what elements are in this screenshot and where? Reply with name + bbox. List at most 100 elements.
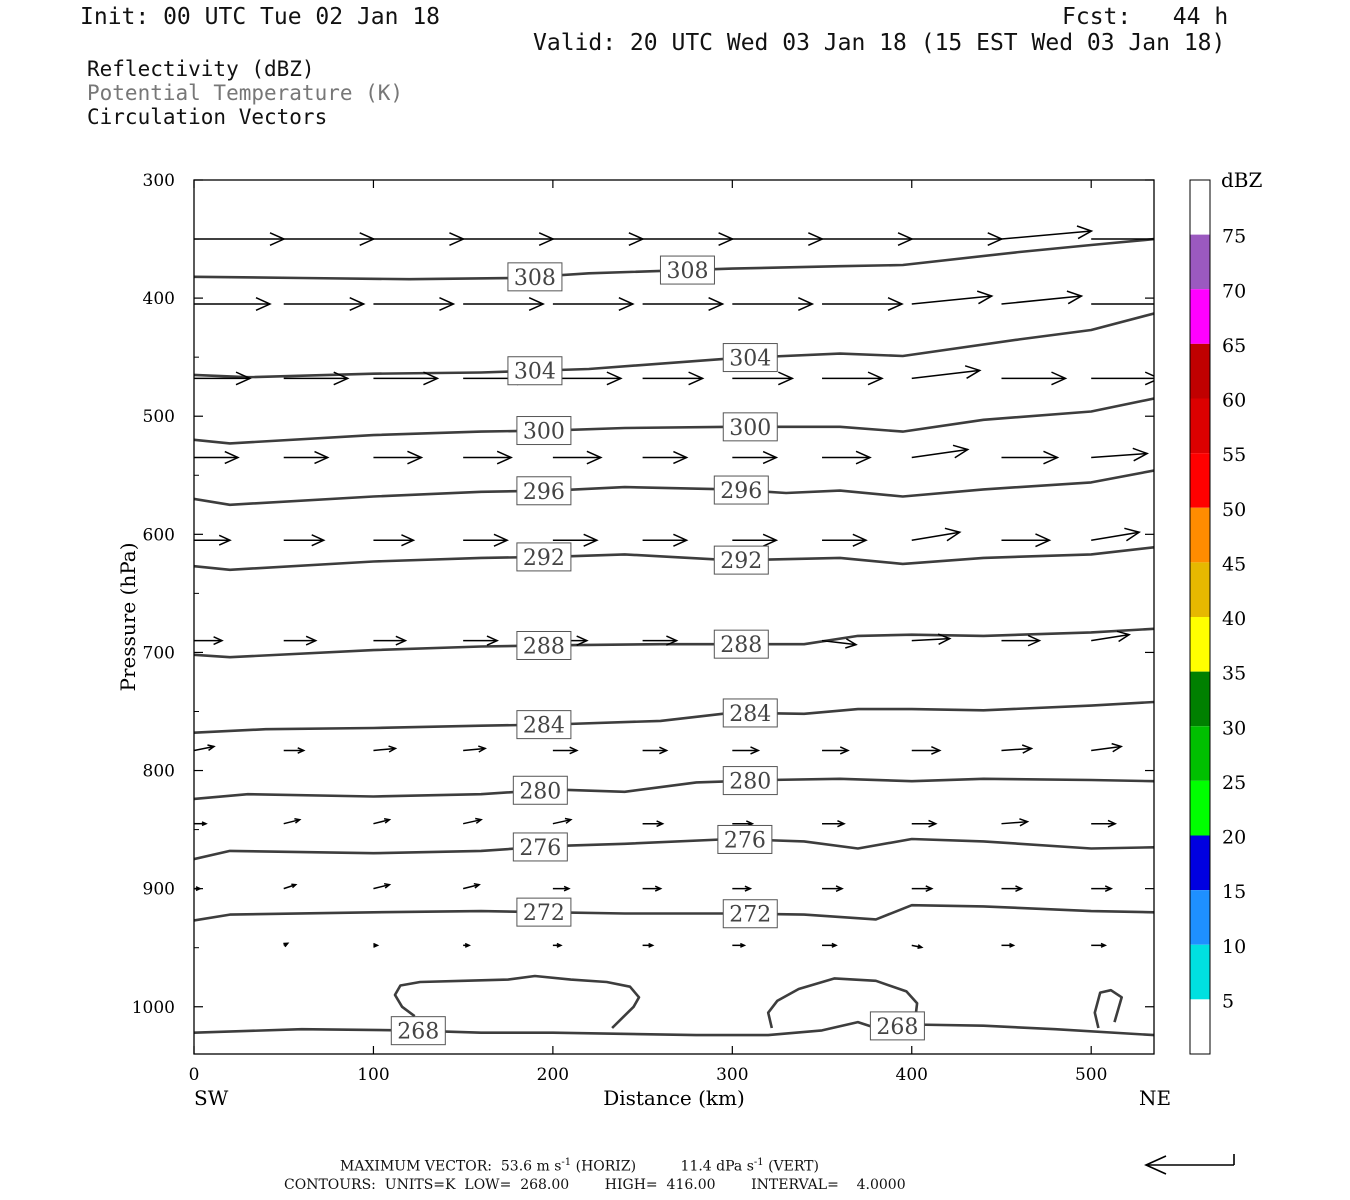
circulation-vector <box>1001 818 1030 827</box>
contour-labels: 308 308 304 304 300 300 296 296 292 292 288 288 284 2… <box>390 255 925 1046</box>
theta-contour-288 <box>194 627 1154 659</box>
colorbar-label: 40 <box>1222 608 1246 630</box>
circulation-vector <box>373 534 416 547</box>
circulation-vector <box>194 450 240 465</box>
circulation-vector <box>822 820 846 828</box>
x-tick-label: 300 <box>716 1065 748 1085</box>
circulation-vector <box>283 450 330 465</box>
y-tick-label: 800 <box>143 762 175 782</box>
circulation-vector <box>642 746 669 755</box>
circulation-vector <box>822 942 838 948</box>
y-axis-label: Pressure (hPa) <box>116 543 140 692</box>
theta-closed-contour-1 <box>766 977 919 1029</box>
circulation-vector <box>732 746 761 755</box>
circulation-vector <box>1091 630 1132 643</box>
contour-label-text: 276 <box>519 836 561 861</box>
contour-label-276: 276 <box>717 824 773 854</box>
colorbar-title: dBZ <box>1221 168 1263 192</box>
circulation-vector <box>1091 885 1114 893</box>
circulation-vector <box>911 290 994 305</box>
circulation-vector <box>373 297 456 311</box>
colorbar-label: 65 <box>1222 335 1246 357</box>
contour-label-text: 276 <box>724 828 766 853</box>
circulation-vector <box>463 450 513 465</box>
colorbar-bin <box>1190 343 1210 399</box>
theta-closed-contour-2 <box>1093 988 1123 1029</box>
contour-label-296: 296 <box>713 475 769 505</box>
circulation-vector <box>462 817 483 825</box>
colorbar-bin <box>1190 890 1210 945</box>
contour-label-308: 308 <box>507 262 563 292</box>
circulation-vector <box>911 232 1004 247</box>
circulation-vectors <box>194 225 1154 950</box>
contour-label-text: 284 <box>523 714 565 739</box>
circulation-vector <box>552 371 623 386</box>
circulation-vector <box>1001 450 1060 465</box>
circulation-vector <box>911 633 952 646</box>
contour-label-text: 300 <box>523 420 565 445</box>
theta-contour-292 <box>194 546 1154 572</box>
circulation-vector <box>194 297 272 311</box>
contour-label-text: 268 <box>876 1015 918 1040</box>
colorbar-label: 10 <box>1222 936 1246 958</box>
circulation-vector <box>822 297 904 311</box>
axes: 0 100 200 300 400 500 300 400 500 600 700 800 900 100… <box>132 171 1154 1085</box>
circulation-vector <box>194 636 224 646</box>
contour-label-268: 268 <box>869 1011 925 1041</box>
contour-label-text: 284 <box>729 702 771 727</box>
reference-vector <box>1144 1154 1235 1175</box>
circulation-vector <box>552 297 635 311</box>
circulation-vector <box>373 450 424 465</box>
circulation-vector <box>283 534 326 547</box>
circulation-vector <box>373 635 408 646</box>
field-reflectivity: Reflectivity (dBZ) <box>87 57 315 81</box>
circulation-vector <box>642 232 735 247</box>
circulation-vector <box>911 444 970 459</box>
init-time: Init: 00 UTC Tue 02 Jan 18 <box>80 4 441 30</box>
contour-label-text: 268 <box>397 1020 439 1045</box>
colorbar-label: 50 <box>1222 499 1246 521</box>
circulation-vector <box>642 371 705 386</box>
x-left-end-label: SW <box>194 1086 229 1110</box>
x-tick-label: 500 <box>1075 1065 1107 1085</box>
colorbar-bin <box>1190 780 1210 836</box>
circulation-vector <box>283 635 318 646</box>
circulation-vector <box>1091 742 1124 753</box>
colorbar-label: 55 <box>1222 444 1246 466</box>
circulation-vector <box>911 527 962 542</box>
contour-label-text: 296 <box>720 479 762 504</box>
circulation-vector <box>822 533 868 547</box>
x-tick-label: 0 <box>189 1065 200 1085</box>
circulation-vector <box>822 746 850 755</box>
circulation-vector <box>462 882 481 890</box>
colorbar-label: 15 <box>1222 881 1246 903</box>
y-tick-label: 500 <box>143 407 175 427</box>
colorbar-label: 60 <box>1222 390 1246 412</box>
circulation-vector <box>1001 942 1016 948</box>
circulation-vector <box>732 297 815 311</box>
colorbar-bin <box>1190 999 1210 1054</box>
circulation-vector <box>1091 238 1154 240</box>
field-circulation-vectors: Circulation Vectors <box>87 105 328 129</box>
theta-contours <box>194 237 1154 1037</box>
contour-label-text: 292 <box>720 549 762 574</box>
y-tick-label: 1000 <box>132 998 175 1018</box>
circulation-vector <box>732 371 795 386</box>
circulation-vector <box>822 232 914 247</box>
circulation-vector <box>373 371 440 386</box>
circulation-vector <box>822 450 872 465</box>
contour-label-304: 304 <box>722 343 778 373</box>
colorbar-label: 75 <box>1222 226 1246 248</box>
circulation-vector <box>463 232 555 247</box>
colorbar-bin <box>1190 562 1210 617</box>
footer-contours: CONTOURS: UNITS=K LOW= 268.00 HIGH= 416.… <box>284 1177 906 1193</box>
circulation-vector <box>552 746 579 755</box>
circulation-vector <box>822 885 844 893</box>
circulation-vector <box>642 635 679 646</box>
contour-label-text: 288 <box>720 633 762 658</box>
circulation-vector <box>1001 533 1052 548</box>
contour-label-292: 292 <box>713 545 769 575</box>
circulation-vector <box>642 820 665 828</box>
colorbar-bin <box>1190 944 1210 1000</box>
circulation-vector <box>732 942 747 948</box>
